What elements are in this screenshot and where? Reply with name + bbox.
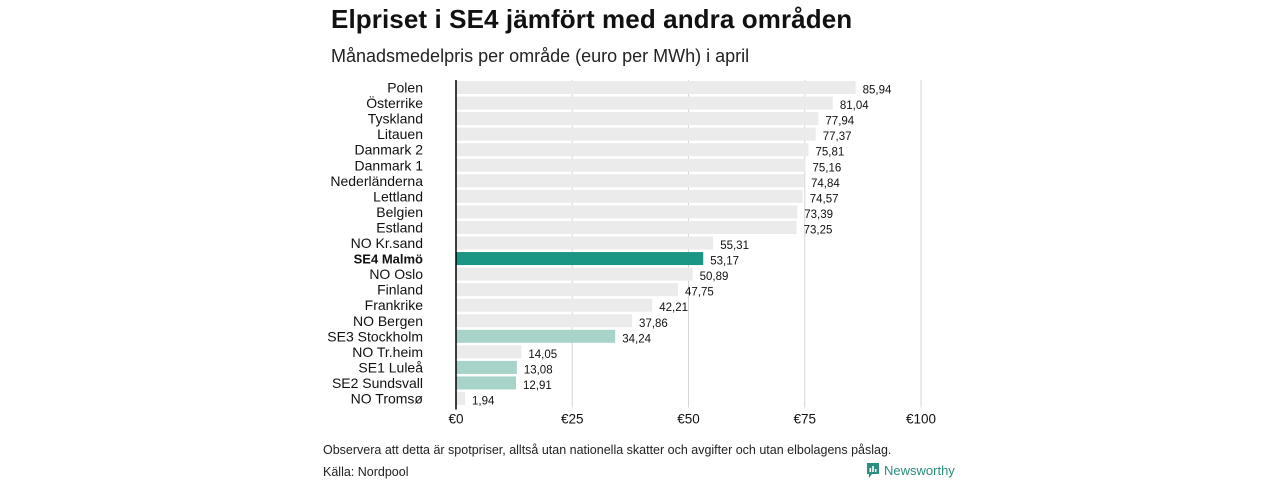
bar [456,314,633,328]
bar [456,127,816,141]
category-label: SE4 Malmö [354,252,423,267]
newsworthy-logo-icon [867,463,879,478]
value-label: 74,84 [811,178,840,190]
bar [456,112,819,126]
bar [456,283,679,297]
x-tick-label: €50 [677,412,700,427]
category-label: NO Tromsø [351,391,424,407]
value-label: 47,75 [685,287,714,299]
bar [456,96,833,110]
bar [456,392,466,405]
value-label: 34,24 [622,333,651,345]
category-label: Finland [377,282,423,298]
bar [456,143,809,157]
value-label: 75,16 [812,162,841,174]
chart-title: Elpriset i SE4 jämfört med andra områden [331,4,853,34]
category-label: NO Oslo [369,266,423,282]
category-label: Frankrike [365,297,424,313]
category-label: SE1 Luleå [358,359,423,375]
value-label: 1,94 [472,396,495,408]
value-label: 37,86 [639,318,668,330]
value-label: 75,81 [816,147,845,159]
bar [456,189,803,203]
category-label: SE2 Sundsvall [332,375,423,391]
category-label: Litauen [377,126,423,142]
category-label: Nederländerna [330,173,423,189]
bar [456,298,653,312]
category-label: Danmark 1 [355,157,424,173]
value-label: 73,25 [804,224,833,236]
newsworthy-logo[interactable]: Newsworthy [866,462,955,479]
category-label: Polen [387,80,423,96]
bar [456,81,856,94]
category-label: SE3 Stockholm [327,328,423,344]
logo-text: Newsworthy [884,463,955,478]
category-label: NO Kr.sand [351,235,423,251]
x-tick-label: €75 [793,412,816,427]
value-label: 55,31 [720,240,749,252]
value-label: 74,57 [810,193,839,205]
category-label: Österrike [366,94,423,111]
category-label: Belgien [376,204,423,220]
category-label: Lettland [373,188,423,204]
chart-subtitle: Månadsmedelpris per område (euro per MWh… [331,46,750,66]
footnote: Observera att detta är spotpriser, allts… [323,443,892,457]
bar [456,252,704,266]
value-label: 13,08 [524,364,553,376]
category-label: NO Bergen [353,313,423,329]
value-label: 77,94 [825,116,854,128]
value-label: 73,39 [804,209,833,221]
bar [456,267,693,281]
bar [456,329,616,343]
value-label: 50,89 [700,271,729,283]
bar [456,236,714,250]
category-label: Danmark 2 [355,142,424,158]
category-label: Estland [376,219,423,235]
value-label: 77,37 [823,131,852,143]
bar-chart: Polen 85,94 Österrike 81,04 Tyskland 77,94 Lit… [327,80,936,427]
bar [456,220,797,234]
bar [456,360,517,374]
value-label: 85,94 [863,85,892,97]
value-label: 14,05 [528,349,557,361]
x-tick-label: €25 [561,412,584,427]
bar [456,205,798,219]
value-label: 42,21 [659,302,688,314]
category-label: Tyskland [368,111,423,127]
value-label: 12,91 [523,380,552,392]
bar [456,345,522,359]
category-label: NO Tr.heim [352,344,423,360]
value-label: 81,04 [840,100,869,112]
x-tick-label: €0 [448,412,463,427]
bar [456,158,806,172]
bar [456,376,517,390]
x-tick-label: €100 [906,412,936,427]
bar [456,174,805,188]
source-label: Källa: Nordpool [323,465,409,479]
value-label: 53,17 [710,256,739,268]
